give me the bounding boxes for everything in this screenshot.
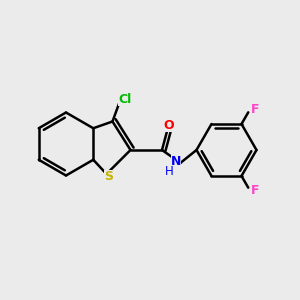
Text: F: F <box>250 103 259 116</box>
Text: S: S <box>104 170 113 183</box>
Text: O: O <box>163 119 174 132</box>
Text: F: F <box>250 184 259 197</box>
Text: H: H <box>165 165 173 178</box>
Text: N: N <box>171 155 181 168</box>
Text: Cl: Cl <box>118 93 132 106</box>
